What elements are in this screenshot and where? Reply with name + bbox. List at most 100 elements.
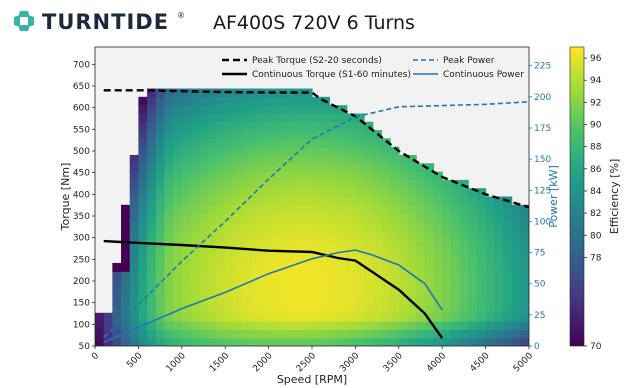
heatmap-cell xyxy=(442,271,452,281)
y2-tick-label: 25 xyxy=(534,311,545,321)
heatmap-cell xyxy=(320,254,330,264)
heatmap-cell xyxy=(390,204,400,214)
heatmap-cell xyxy=(450,246,461,256)
heatmap-cell xyxy=(303,113,313,123)
heatmap-cell xyxy=(320,238,330,247)
y2-tick-label: 125 xyxy=(534,186,551,196)
heatmap-cell xyxy=(372,321,383,330)
heatmap-cell xyxy=(355,113,365,123)
heatmap-cell xyxy=(138,312,148,322)
heatmap-cell xyxy=(190,296,200,306)
heatmap-cell xyxy=(468,246,478,256)
heatmap-cell xyxy=(181,121,192,131)
heatmap-cell xyxy=(268,188,278,198)
heatmap-cell xyxy=(190,188,200,198)
heatmap-cell xyxy=(199,221,209,231)
heatmap-cell xyxy=(285,121,296,131)
heatmap-cell xyxy=(407,254,417,264)
heatmap-cell xyxy=(329,337,339,346)
heatmap-cell xyxy=(442,213,452,223)
legend-label: Continuous Torque (S1-60 minutes) xyxy=(252,70,411,80)
heatmap-cell xyxy=(520,329,529,339)
heatmap-cell xyxy=(259,296,270,306)
heatmap-cell xyxy=(112,287,122,297)
heatmap-cell xyxy=(155,179,166,189)
heatmap-cell xyxy=(285,213,296,223)
heatmap-cell xyxy=(372,279,383,289)
heatmap-cell xyxy=(277,287,287,297)
heatmap-cell xyxy=(285,204,296,214)
heatmap-cell xyxy=(320,163,330,173)
heatmap-cell xyxy=(450,337,461,346)
heatmap-cell xyxy=(225,138,235,148)
x-tick-label: 500 xyxy=(125,351,144,370)
heatmap-cell xyxy=(381,171,391,181)
heatmap-cell xyxy=(303,287,313,297)
heatmap-cell xyxy=(173,213,183,223)
heatmap-cell xyxy=(155,321,166,330)
heatmap-cell xyxy=(390,229,400,239)
heatmap-cell xyxy=(259,329,270,339)
heatmap-cell xyxy=(259,221,270,231)
heatmap-cell xyxy=(190,105,200,115)
heatmap-cell xyxy=(121,246,131,256)
heatmap-cell xyxy=(329,304,339,314)
heatmap-cell xyxy=(285,229,296,239)
x-tick-label: 2000 xyxy=(251,351,274,374)
heatmap-cell xyxy=(121,229,131,239)
heatmap-cell xyxy=(346,179,356,189)
heatmap-cell xyxy=(190,238,200,247)
heatmap-cell xyxy=(285,96,296,106)
heatmap-cell xyxy=(346,196,356,206)
heatmap-cell xyxy=(190,337,200,346)
heatmap-cell xyxy=(268,121,278,131)
heatmap-cell xyxy=(390,304,400,314)
heatmap-cell xyxy=(320,287,330,297)
heatmap-cell xyxy=(450,279,461,289)
heatmap-cell xyxy=(199,163,209,173)
heatmap-cell xyxy=(164,163,174,173)
heatmap-cell xyxy=(364,229,374,239)
heatmap-cell xyxy=(416,254,426,264)
heatmap-cell xyxy=(450,179,461,189)
heatmap-cell xyxy=(164,88,174,98)
heatmap-cell xyxy=(346,287,356,297)
heatmap-cell xyxy=(450,204,461,214)
heatmap-cell xyxy=(199,96,209,106)
heatmap-cell xyxy=(303,213,313,223)
heatmap-cell xyxy=(277,321,287,330)
heatmap-cell xyxy=(407,163,417,173)
heatmap-cell xyxy=(259,179,270,189)
heatmap-cell xyxy=(381,154,391,164)
heatmap-cell xyxy=(355,321,365,330)
heatmap-cell xyxy=(216,154,226,164)
heatmap-cell xyxy=(372,238,383,247)
heatmap-cell xyxy=(225,196,235,206)
heatmap-cell xyxy=(173,337,183,346)
heatmap-cell xyxy=(511,262,521,272)
heatmap-cell xyxy=(416,296,426,306)
heatmap-cell xyxy=(294,279,304,289)
heatmap-cell xyxy=(494,213,504,223)
heatmap-cell xyxy=(294,321,304,330)
heatmap-cell xyxy=(338,163,348,173)
heatmap-cell xyxy=(112,296,122,306)
heatmap-cell xyxy=(294,163,304,173)
heatmap-cell xyxy=(294,113,304,123)
heatmap-cell xyxy=(259,138,270,148)
heatmap-cell xyxy=(225,179,235,189)
heatmap-cell xyxy=(398,171,409,181)
heatmap-cell xyxy=(173,287,183,297)
heatmap-cell xyxy=(442,287,452,297)
heatmap-cell xyxy=(468,321,478,330)
heatmap-cell xyxy=(372,312,383,322)
heatmap-cell xyxy=(312,113,322,123)
heatmap-cell xyxy=(511,271,521,281)
heatmap-cell xyxy=(364,296,374,306)
heatmap-cell xyxy=(494,271,504,281)
heatmap-cell xyxy=(199,271,209,281)
heatmap-cell xyxy=(242,312,252,322)
heatmap-cell xyxy=(251,329,261,339)
heatmap-cell xyxy=(147,163,157,173)
heatmap-cell xyxy=(164,229,174,239)
